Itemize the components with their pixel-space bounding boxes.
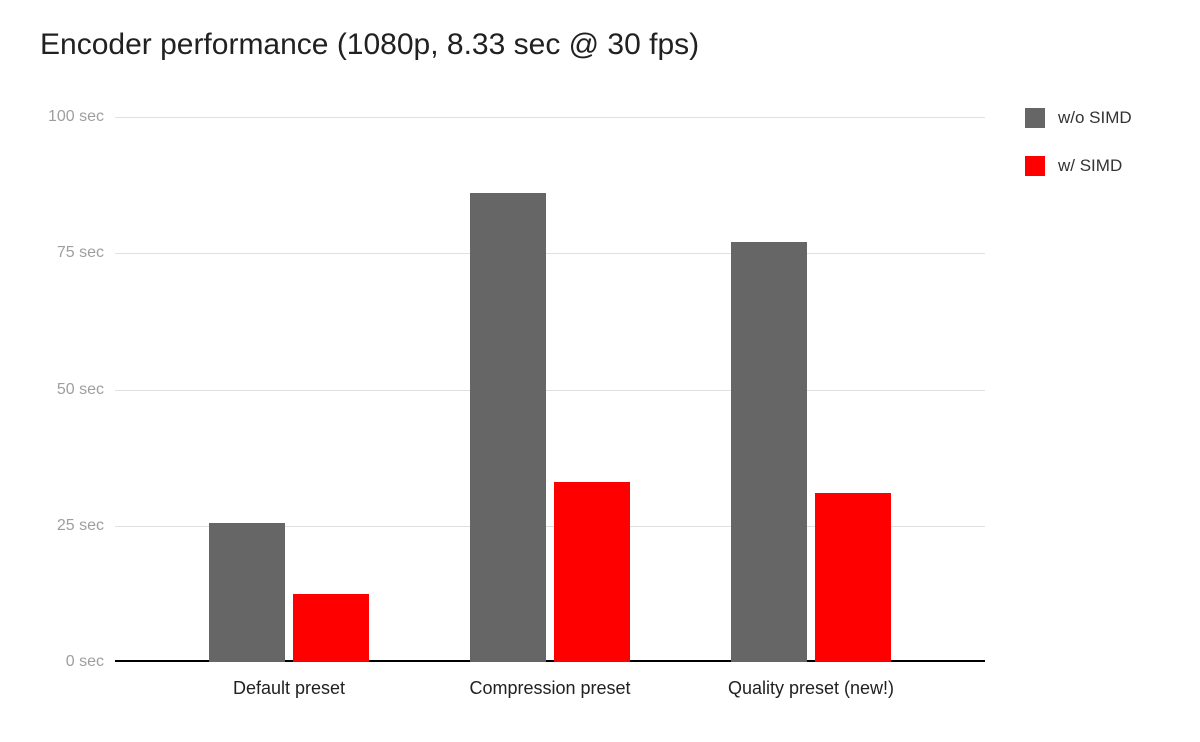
bar-w-simd-default-preset	[293, 593, 369, 662]
gridline-50	[115, 389, 985, 391]
x-axis-line	[115, 660, 985, 662]
bar-w-simd-quality-preset-new	[815, 493, 891, 662]
x-category-label-default-preset: Default preset	[232, 678, 346, 698]
y-tick-label-75: 75 sec	[56, 244, 104, 262]
y-tick-label-50: 50 sec	[56, 380, 104, 398]
y-tick-label-100: 100 sec	[47, 108, 104, 125]
legend-label-w-simd: w/ SIMD	[1058, 156, 1123, 175]
y-axis-labels: 0 sec 25 sec 50 sec 75 sec 100 sec	[0, 108, 104, 670]
bar-w-o-simd-compression-preset	[470, 193, 546, 662]
y-tick-label-0: 0 sec	[65, 653, 104, 670]
bar-w-simd-compression-preset	[554, 482, 630, 662]
x-axis-labels: Default preset Compression preset Quality …	[115, 678, 985, 708]
legend: w/o SIMD w/ SIMD	[1025, 108, 1132, 204]
bar-w-o-simd-quality-preset-new	[731, 242, 807, 662]
x-category-label-compression-preset: Compression preset	[469, 678, 631, 698]
y-tick-label-25: 25 sec	[56, 516, 104, 534]
legend-label-w-o-simd: w/o SIMD	[1058, 108, 1132, 127]
gridline-75	[115, 253, 985, 255]
chart-title: Encoder performance (1080p, 8.33 sec @ 3…	[40, 28, 700, 61]
legend-swatch-w-o-simd	[1025, 108, 1045, 128]
legend-swatch-w-simd	[1025, 156, 1045, 176]
bar-w-o-simd-default-preset	[209, 523, 285, 662]
plot-area	[115, 117, 985, 662]
gridline-25	[115, 525, 985, 527]
legend-item-w-o-simd: w/o SIMD	[1025, 108, 1132, 128]
gridline-100	[115, 117, 985, 118]
legend-item-w-simd: w/ SIMD	[1025, 156, 1132, 176]
x-category-label-quality-preset-new: Quality preset (new!)	[727, 678, 895, 698]
